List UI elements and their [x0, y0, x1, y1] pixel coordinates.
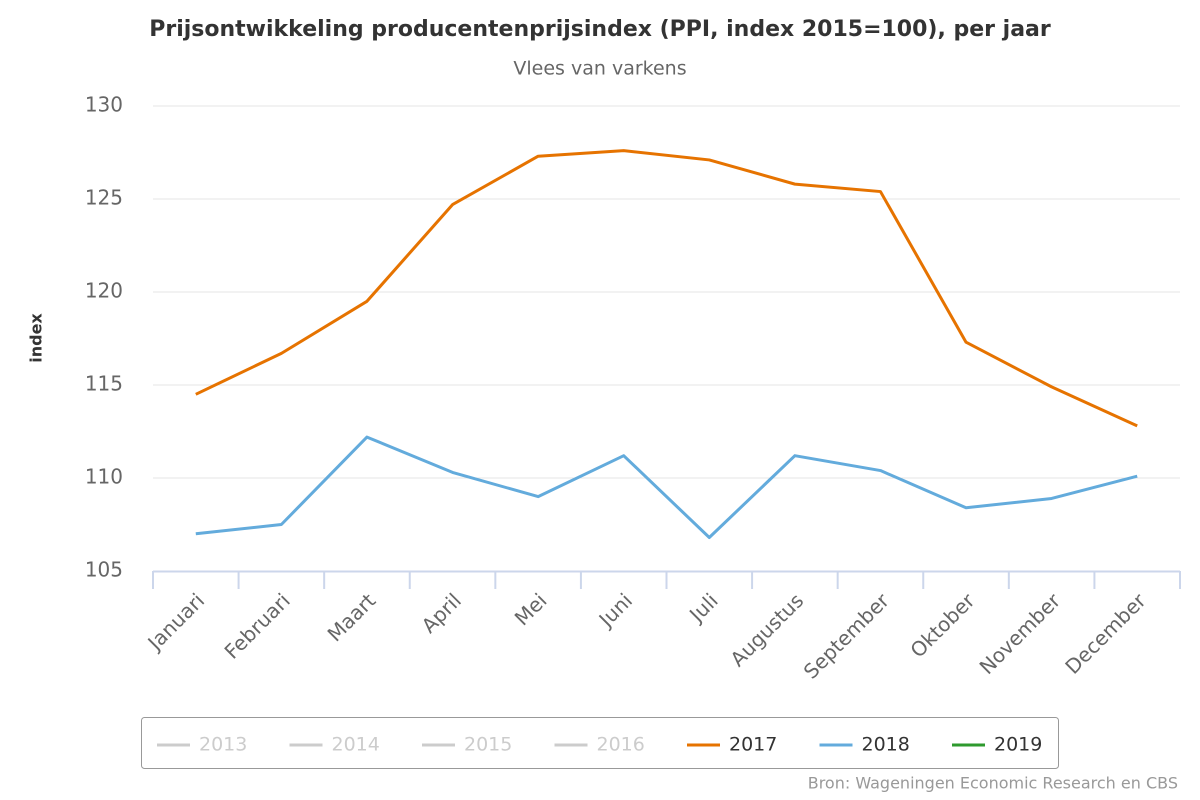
y-tick-label: 110 [85, 465, 123, 489]
chart-title: Prijsontwikkeling producentenprijsindex … [149, 17, 1051, 42]
y-tick-label: 125 [85, 186, 123, 210]
legend-label[interactable]: 2016 [597, 734, 645, 756]
legend-label[interactable]: 2019 [994, 734, 1042, 756]
credits: Bron: Wageningen Economic Research en CB… [808, 774, 1178, 793]
series-line [195, 435, 1138, 540]
y-tick-label: 120 [85, 279, 123, 303]
y-tick-label: 115 [85, 372, 123, 396]
x-tick-label: Februari [220, 588, 295, 663]
x-tick-label: November [975, 588, 1066, 679]
y-tick-label: 130 [85, 93, 123, 117]
legend-label[interactable]: 2017 [729, 734, 777, 756]
x-tick-label: April [417, 588, 466, 637]
legend-label[interactable]: 2018 [862, 734, 910, 756]
x-tick-label: September [799, 588, 895, 684]
x-tick-label: Juni [593, 588, 637, 632]
legend-box [141, 717, 1059, 769]
x-tick-label: Mei [510, 588, 552, 630]
legend-label[interactable]: 2014 [332, 734, 380, 756]
x-tick-label: Oktober [905, 588, 980, 663]
x-tick-label: Augustus [726, 588, 809, 671]
x-tick-label: Maart [323, 588, 381, 646]
legend-label[interactable]: 2015 [464, 734, 512, 756]
chart-subtitle: Vlees van varkens [513, 58, 686, 80]
x-tick-label: Januari [142, 588, 210, 656]
y-axis-title: index [27, 313, 46, 363]
series-line [195, 149, 1138, 428]
y-tick-label: 105 [85, 558, 123, 582]
x-tick-label: Juli [683, 588, 722, 627]
legend-label[interactable]: 2013 [199, 734, 247, 756]
x-tick-label: December [1060, 588, 1151, 679]
